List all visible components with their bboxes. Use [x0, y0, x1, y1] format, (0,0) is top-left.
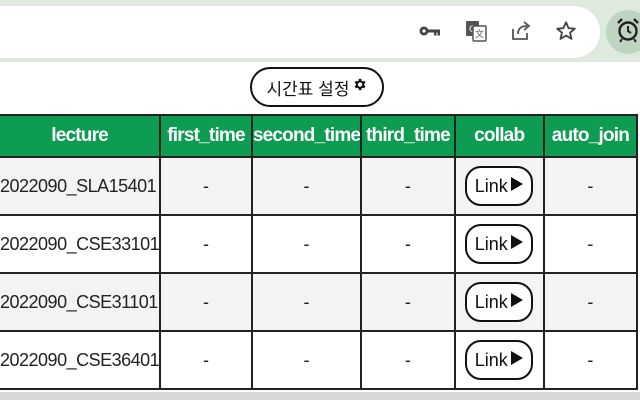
header-lecture: lecture: [0, 114, 162, 158]
second-time-cell: -: [250, 156, 363, 216]
share-icon[interactable]: [508, 18, 534, 44]
lecture-cell: 2022090_SLA15401: [0, 156, 162, 216]
collab-cell: Link: [453, 330, 545, 390]
browser-toolbar: G 文: [0, 0, 640, 62]
third-time-cell: -: [360, 156, 456, 216]
timetable: lecture first_time second_time third_tim…: [0, 114, 639, 390]
header-auto-join: auto_join: [542, 114, 639, 158]
header-third-time: third_time: [360, 114, 456, 158]
table-header-row: lecture first_time second_time third_tim…: [0, 114, 639, 158]
collab-link-button[interactable]: Link: [465, 340, 534, 380]
translate-icon[interactable]: G 文: [463, 18, 489, 44]
lecture-cell: 2022090_CSE33101: [0, 214, 162, 274]
table-row: 2022090_SLA15401 - - - Link -: [0, 156, 639, 216]
first-time-cell: -: [159, 272, 253, 332]
svg-text:文: 文: [475, 28, 484, 40]
star-icon[interactable]: [553, 18, 579, 44]
first-time-cell: -: [159, 156, 253, 216]
table-row: 2022090_CSE36401 - - - Link -: [0, 330, 639, 390]
third-time-cell: -: [360, 214, 456, 274]
second-time-cell: -: [250, 272, 363, 332]
extension-button[interactable]: [606, 10, 640, 54]
first-time-cell: -: [159, 330, 253, 390]
collab-cell: Link: [453, 214, 545, 274]
header-second-time: second_time: [250, 114, 363, 158]
collab-link-button[interactable]: Link: [465, 224, 534, 264]
play-icon: [510, 234, 524, 255]
header-first-time: first_time: [159, 114, 253, 158]
table-row: 2022090_CSE31101 - - - Link -: [0, 272, 639, 332]
timetable-settings-button[interactable]: 시간표 설정: [250, 67, 384, 107]
header-collab: collab: [453, 114, 545, 158]
settings-label: 시간표 설정: [266, 79, 350, 99]
lecture-cell: 2022090_CSE36401: [0, 330, 162, 390]
address-bar[interactable]: [0, 6, 600, 58]
second-time-cell: -: [250, 214, 363, 274]
play-icon: [510, 350, 524, 371]
key-icon[interactable]: [417, 18, 443, 44]
play-icon: [510, 292, 524, 313]
link-label: Link: [474, 349, 508, 370]
auto-join-cell: -: [542, 214, 639, 274]
link-label: Link: [474, 175, 508, 196]
auto-join-cell: -: [542, 272, 639, 332]
link-label: Link: [474, 291, 508, 312]
second-time-cell: -: [250, 330, 363, 390]
collab-cell: Link: [453, 156, 545, 216]
collab-link-button[interactable]: Link: [465, 166, 534, 206]
play-icon: [510, 176, 524, 197]
collab-link-button[interactable]: Link: [465, 282, 534, 322]
bottom-divider: [0, 392, 640, 400]
link-label: Link: [474, 233, 508, 254]
auto-join-cell: -: [542, 330, 639, 390]
third-time-cell: -: [360, 330, 456, 390]
gear-icon: [352, 77, 367, 97]
alarm-clock-icon: [615, 17, 640, 48]
third-time-cell: -: [360, 272, 456, 332]
collab-cell: Link: [453, 272, 545, 332]
lecture-cell: 2022090_CSE31101: [0, 272, 162, 332]
first-time-cell: -: [159, 214, 253, 274]
auto-join-cell: -: [542, 156, 639, 216]
table-row: 2022090_CSE33101 - - - Link -: [0, 214, 639, 274]
